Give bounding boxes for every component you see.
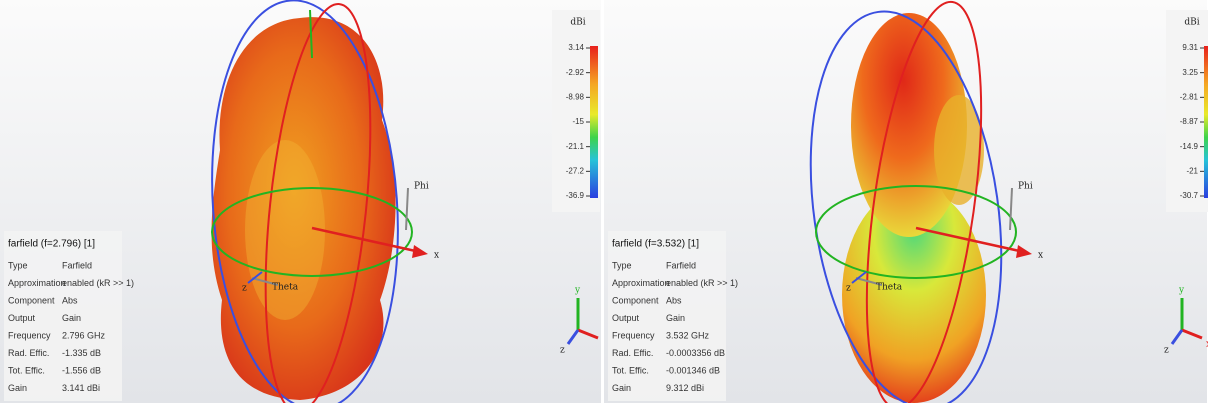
info-key: Component <box>612 295 659 305</box>
farfield-panel: x Phi z Theta farfield (f=3.532) [1] Type Farf… <box>604 0 1208 403</box>
theta-circle <box>809 10 1003 403</box>
info-key: Rad. Effic. <box>8 348 49 358</box>
info-key: Gain <box>8 383 27 393</box>
triad-z <box>566 329 580 345</box>
colorbar-tick-label: 3.25 <box>1182 68 1198 77</box>
colorbar-tick-label: -8.98 <box>566 92 585 101</box>
info-key: Tot. Effic. <box>612 365 649 375</box>
info-key: Tot. Effic. <box>8 365 45 375</box>
colorbar-tick-label: -27.2 <box>566 166 585 175</box>
info-value: 9.312 dBi <box>666 383 704 393</box>
farfield-panel: x Phi z Theta farfield (f=2.796) [1] Type Farf… <box>0 0 607 403</box>
farfield-pattern-lower <box>842 187 986 403</box>
x-axis-label: x <box>1038 251 1043 261</box>
info-value: -0.001346 dB <box>666 365 720 375</box>
colorbar-unit: dBi <box>570 18 585 28</box>
triad-x <box>577 328 599 340</box>
phi-arrow <box>405 187 409 231</box>
info-key: Output <box>612 313 640 323</box>
info-value: Gain <box>62 313 81 323</box>
theta-arrow <box>855 277 883 286</box>
z-axis-line <box>309 9 313 59</box>
info-key: Gain <box>612 383 631 393</box>
theta-arrow <box>251 277 279 286</box>
x-axis-head <box>1016 245 1032 258</box>
info-title: farfield (f=2.796) [1] <box>8 239 95 250</box>
info-value: enabled (kR >> 1) <box>666 278 738 288</box>
phi-label: Phi <box>1018 182 1033 192</box>
info-key: Output <box>8 313 36 323</box>
z-axis-arrow <box>851 271 867 284</box>
farfield-pattern <box>211 17 396 401</box>
farfield-pattern-side <box>934 95 984 205</box>
info-key: Type <box>8 260 28 270</box>
info-box <box>608 231 726 401</box>
equator-circle <box>815 185 1017 279</box>
phi-label: Phi <box>414 182 429 192</box>
z-axis-label: z <box>846 284 851 294</box>
x-axis-arrow <box>311 226 421 254</box>
colorbar <box>1204 46 1208 198</box>
info-value: -1.556 dB <box>62 365 101 375</box>
phi-arrow <box>1009 187 1013 231</box>
z-axis-arrow <box>247 271 263 284</box>
info-value: 2.796 GHz <box>62 330 106 340</box>
info-value: Farfield <box>62 260 92 270</box>
info-value: 3.141 dBi <box>62 383 100 393</box>
theta-label: Theta <box>876 283 903 293</box>
farfield-pattern-upper <box>851 13 967 237</box>
info-key: Type <box>612 260 632 270</box>
info-key: Component <box>8 295 55 305</box>
colorbar-tick-label: -14.9 <box>1180 142 1199 151</box>
z-axis-label: z <box>242 284 247 294</box>
x-axis-head <box>412 245 428 258</box>
colorbar-tick-label: 9.31 <box>1182 43 1198 52</box>
info-value: -1.335 dB <box>62 348 101 358</box>
colorbar-tick-label: -21 <box>1186 166 1198 175</box>
phi-circle <box>865 0 983 403</box>
triad-y-label: y <box>1178 286 1185 296</box>
pattern-highlight <box>245 140 325 320</box>
phi-circle <box>264 3 372 403</box>
info-key: Approximation <box>612 278 670 288</box>
triad-z-label: z <box>1164 346 1169 356</box>
triad-z-label: z <box>560 346 565 356</box>
colorbar-tick-label: -21.1 <box>566 142 585 151</box>
info-key: Frequency <box>612 330 655 340</box>
info-title: farfield (f=3.532) [1] <box>612 239 699 250</box>
panel-divider <box>601 0 604 403</box>
info-value: enabled (kR >> 1) <box>62 278 134 288</box>
colorbar <box>590 46 598 198</box>
theta-label: Theta <box>272 283 299 293</box>
info-value: Abs <box>666 295 682 305</box>
x-axis-arrow <box>915 226 1025 254</box>
colorbar-tick-label: -2.92 <box>566 68 585 77</box>
colorbar-tick-label: -30.7 <box>1180 191 1199 200</box>
colorbar-tick-label: -15 <box>572 117 584 126</box>
info-value: -0.0003356 dB <box>666 348 725 358</box>
x-axis-label: x <box>434 251 439 261</box>
info-key: Frequency <box>8 330 51 340</box>
info-value: Farfield <box>666 260 696 270</box>
triad-x-label: x <box>1206 340 1208 350</box>
colorbar-tick-label: -36.9 <box>566 191 585 200</box>
triad-z <box>1170 329 1184 345</box>
colorbar-tick-label: -2.81 <box>1180 92 1199 101</box>
colorbar-tick-label: -8.87 <box>1180 117 1199 126</box>
info-value: 3.532 GHz <box>666 330 710 340</box>
triad-y-label: y <box>574 286 581 296</box>
theta-circle <box>211 0 399 403</box>
colorbar-box <box>1166 10 1208 212</box>
equator-circle <box>211 187 413 277</box>
info-value: Abs <box>62 295 78 305</box>
colorbar-tick-label: 3.14 <box>568 43 584 52</box>
triad-x <box>1181 328 1203 340</box>
info-box <box>4 231 122 401</box>
info-key: Approximation <box>8 278 66 288</box>
colorbar-unit: dBi <box>1184 18 1199 28</box>
info-key: Rad. Effic. <box>612 348 653 358</box>
info-value: Gain <box>666 313 685 323</box>
